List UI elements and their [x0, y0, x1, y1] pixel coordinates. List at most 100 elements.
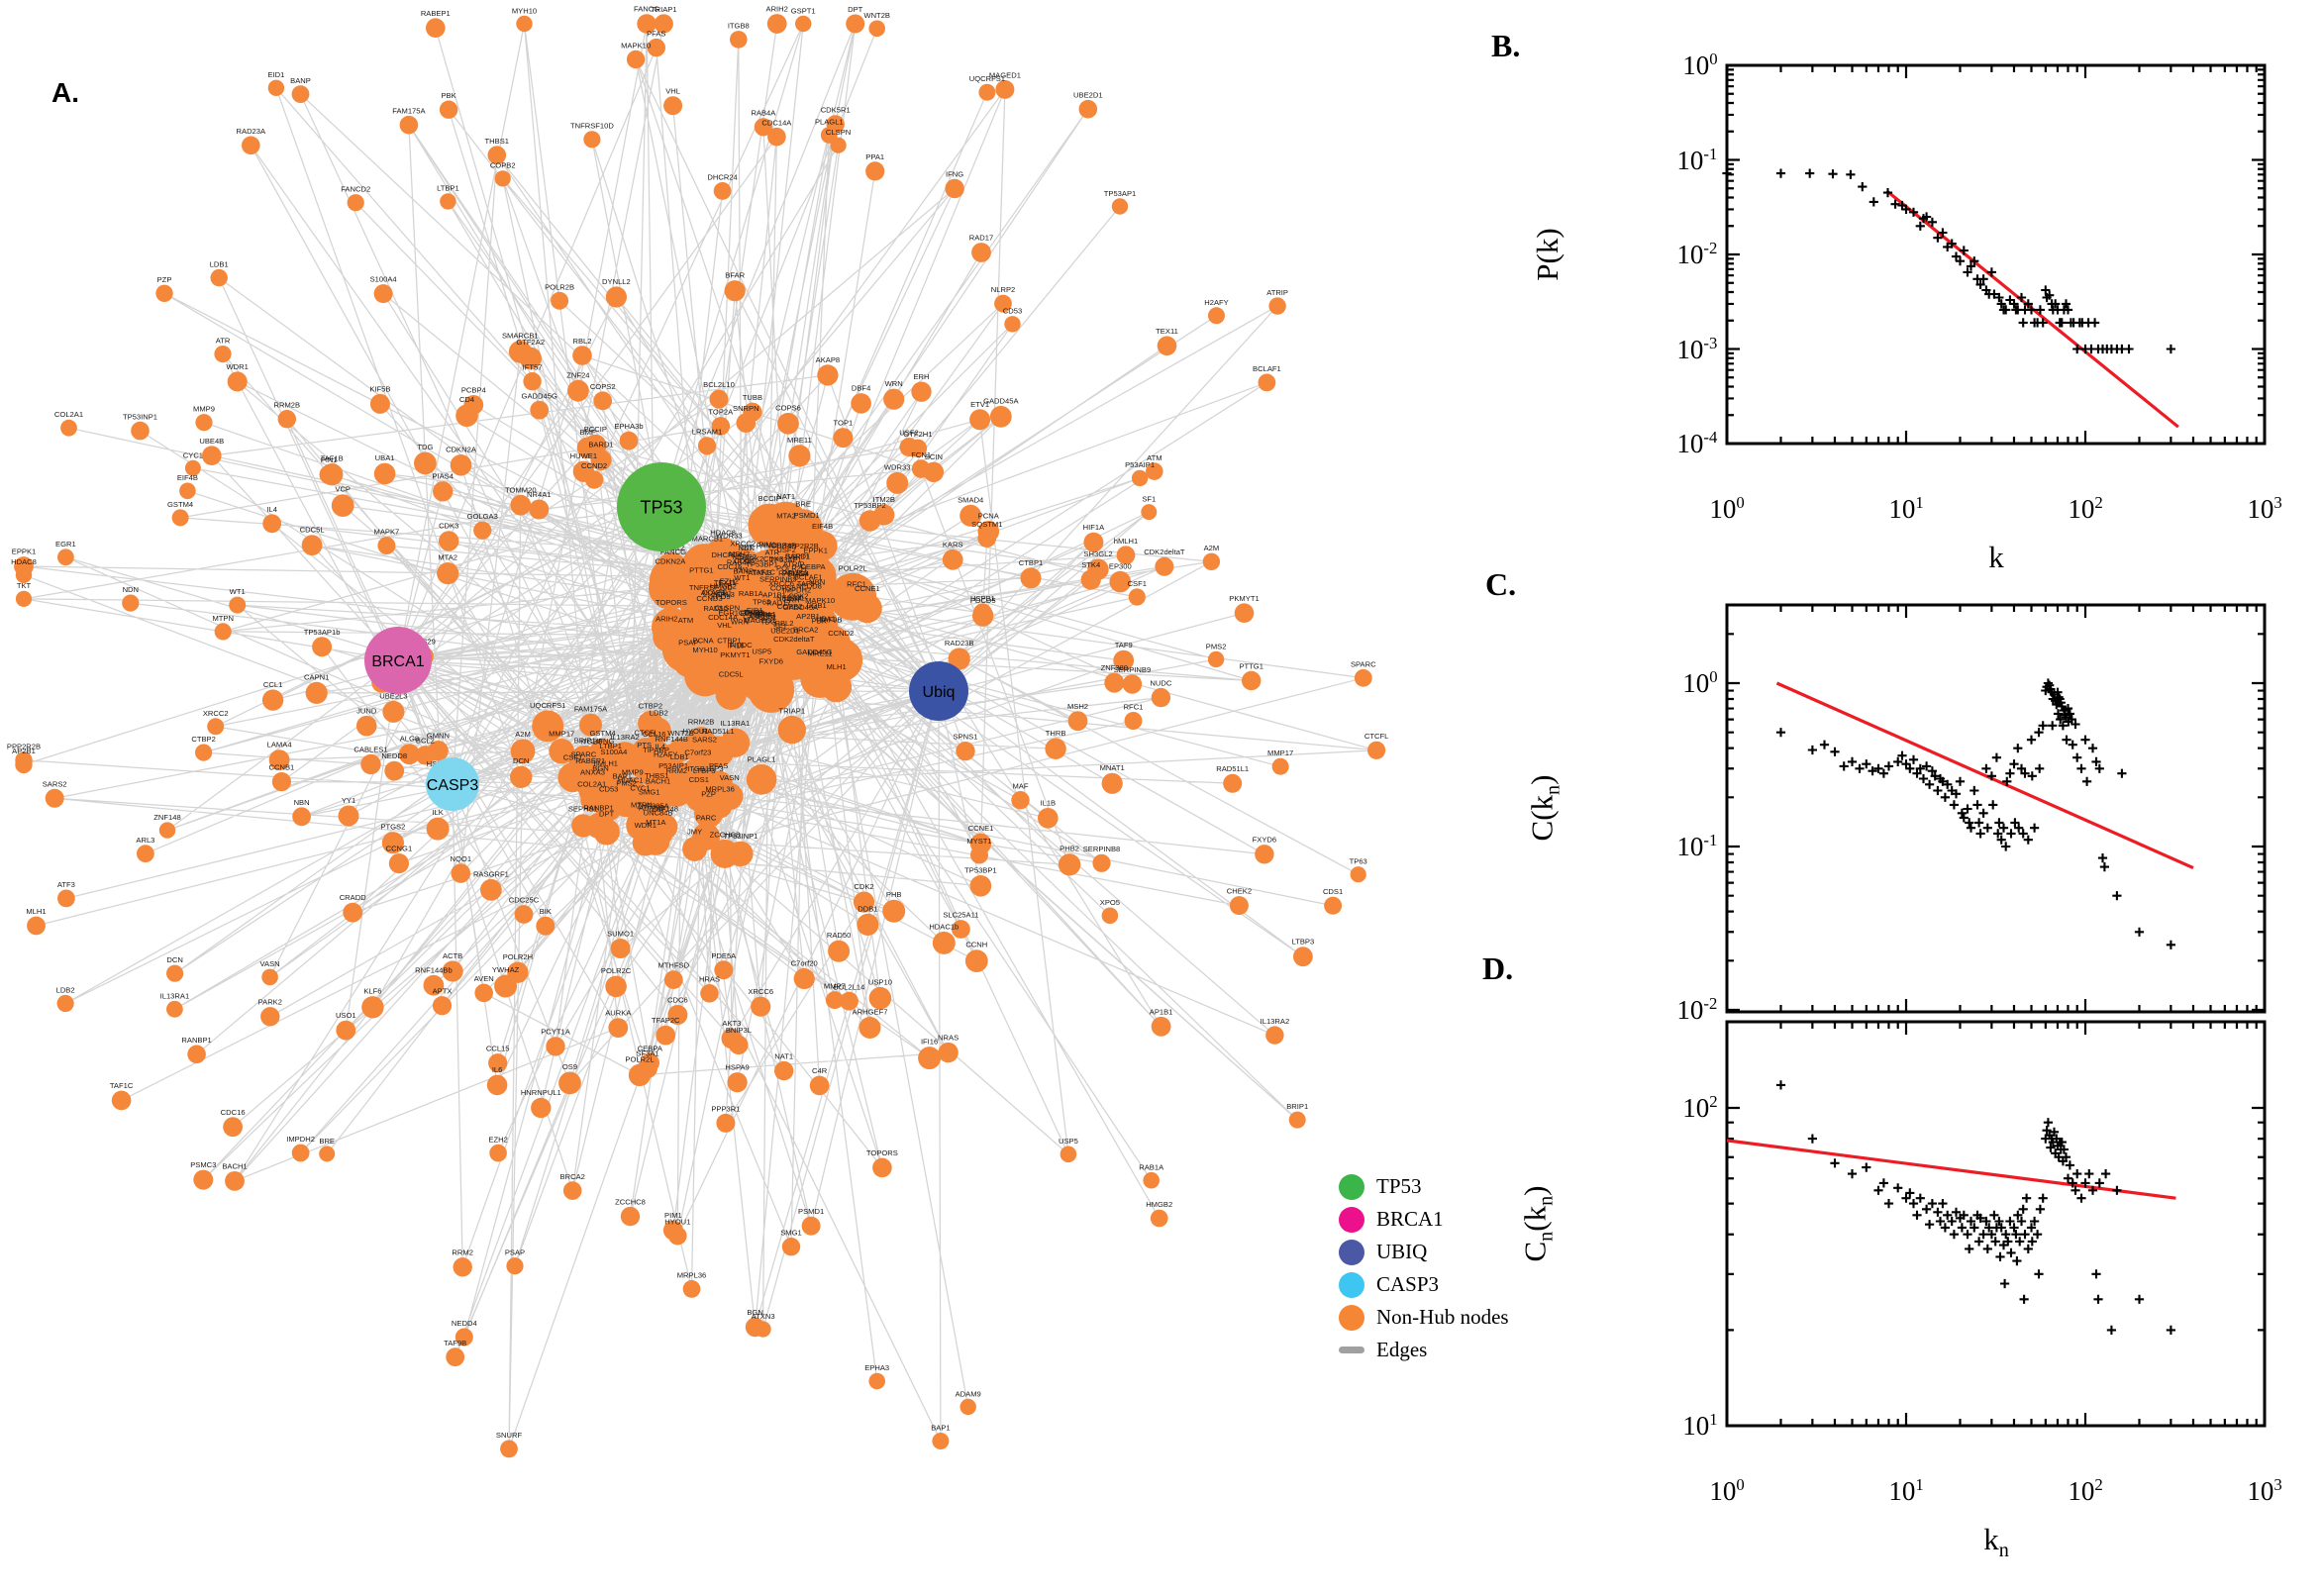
network-node-label: CCND2: [581, 461, 607, 470]
network-node: [590, 449, 612, 471]
network-node-label: PCNA: [978, 512, 1000, 521]
network-node: [745, 1317, 765, 1338]
network-node-label: BANP: [290, 76, 311, 85]
network-node-label: CRADD: [340, 893, 367, 902]
network-node-label: CABLES1: [743, 613, 776, 622]
network-node-label: VHL: [665, 87, 680, 96]
network-node-label: VCP: [335, 485, 351, 494]
network-node-label: MTPN: [212, 614, 234, 623]
network-node-label: NUDC: [731, 641, 753, 649]
network-node-label: TOP2A: [708, 408, 734, 417]
network-node-label: CTBP2: [639, 702, 662, 711]
network-node: [817, 364, 839, 386]
network-node-label: PIAS4: [432, 472, 454, 481]
network-node-label: ITM2B: [873, 495, 895, 504]
network-node: [171, 509, 189, 527]
network-node: [439, 531, 459, 551]
network-node-label: CTBP1: [717, 637, 741, 646]
network-node-label: AVEN: [474, 974, 494, 983]
network-node: [360, 753, 381, 775]
network-node-label: SPARC: [571, 749, 597, 758]
network-node: [523, 372, 542, 391]
network-node-label: PCBP4: [461, 386, 486, 395]
network-node-label: PIAS4: [788, 569, 810, 578]
network-node-label: EPHA3: [864, 1363, 889, 1372]
network-node-label: TKT: [740, 544, 755, 552]
network-node-label: RANBP1: [181, 1036, 211, 1045]
network-node-label: POLR2H: [776, 564, 806, 573]
legend: TP53 BRCA1 UBIQ CASP3 Non-Hub nodes Edge…: [1339, 1170, 1509, 1366]
network-node: [14, 556, 34, 576]
network-node-label: LDB1: [210, 259, 229, 268]
network-node-label: NLRP2: [732, 552, 756, 561]
network-node: [825, 991, 844, 1010]
network-node-label: PHB: [886, 890, 902, 899]
network-node-label: IFT57: [523, 363, 543, 372]
network-node-label: ATXN3: [748, 568, 771, 577]
network-node-label: NAT1: [774, 1051, 793, 1060]
network-node: [331, 494, 354, 517]
network-node-label: TP53AP1: [769, 555, 802, 564]
network-node-label: RRM2: [666, 766, 688, 775]
network-node: [131, 421, 150, 441]
network-node-label: TDG: [417, 443, 433, 451]
ytick-C-0: 100: [1682, 667, 1718, 698]
network-node-label: CCL15: [486, 1045, 510, 1053]
network-node-label: TKT: [17, 581, 32, 590]
network-node: [426, 18, 446, 38]
network-node-label: DBF4: [852, 384, 870, 393]
network-node: [1087, 558, 1109, 580]
network-node: [746, 764, 777, 795]
network-node-label: GADD45G: [796, 648, 832, 656]
network-node-label: IL1B: [1040, 799, 1056, 808]
network-node-label: LTBP1: [437, 184, 459, 193]
network-node-label: CTCFL: [1364, 732, 1388, 741]
network-node: [382, 700, 405, 723]
network-node: [1354, 668, 1372, 687]
network-node: [432, 996, 453, 1016]
network-node: [728, 841, 754, 867]
network-node-label: KARS: [943, 540, 963, 549]
network-node-label: APTX: [433, 987, 453, 996]
plot-frame-B: [1725, 63, 2267, 446]
network-node-label: PFAS: [709, 761, 728, 770]
network-node-label: LDB1: [670, 752, 689, 761]
network-node-label: EPHA3: [741, 609, 765, 618]
network-node-label: MTHFSD: [657, 961, 689, 970]
network-node: [1208, 307, 1225, 325]
network-node: [446, 1347, 465, 1367]
network-node: [642, 827, 670, 855]
network-node-label: BCLAF1: [794, 572, 823, 581]
network-node-label: TNFRSF10D: [570, 122, 614, 131]
network-node: [956, 742, 975, 761]
network-node: [1067, 711, 1088, 732]
network-node: [833, 428, 854, 449]
network-node-label: CABLES1: [354, 745, 387, 753]
network-node-label: AP1B1: [1150, 1008, 1173, 1017]
xlabel-kn: kn: [1983, 1522, 2009, 1562]
network-node: [788, 445, 811, 467]
network-node-label: MAGED1: [989, 71, 1021, 80]
xtick-D-3: 103: [2247, 1475, 2282, 1506]
network-node-label: PLAGL1: [815, 118, 844, 127]
network-node-label: NBN: [294, 798, 310, 807]
network-node: [932, 1433, 950, 1449]
network-node: [423, 974, 445, 996]
network-node-label: RBL2: [775, 619, 794, 628]
network-node: [809, 1075, 830, 1096]
network-node: [714, 960, 734, 980]
network-node: [277, 410, 296, 429]
network-node-label: RABEP1: [421, 9, 451, 18]
network-node-label: TAF9: [1115, 641, 1133, 649]
network-node-label: BFAR: [725, 271, 745, 280]
network-node-label: THBS1: [645, 771, 668, 780]
network-node: [487, 146, 507, 164]
network-node-label: HDAC1b: [929, 922, 959, 931]
network-node-label: SQSTM1: [971, 520, 1002, 529]
network-node-label: CDK5R1: [821, 106, 851, 115]
network-node-label: CD4: [459, 395, 474, 404]
network-node: [736, 413, 757, 434]
network-node: [1288, 1111, 1306, 1129]
network-node-label: UBA1: [816, 615, 836, 624]
